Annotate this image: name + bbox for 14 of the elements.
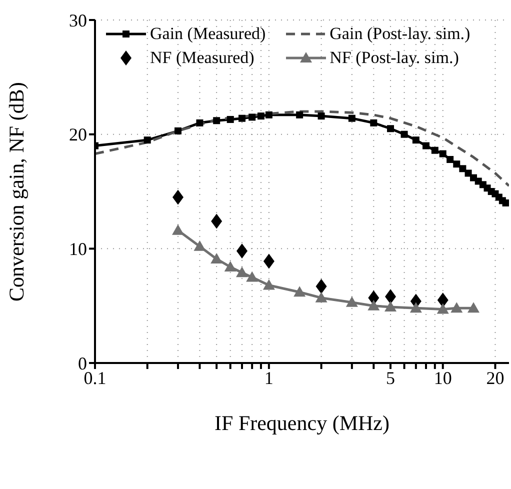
x-tick-label: 5 <box>386 368 396 388</box>
y-axis-title: Conversion gain, NF (dB) <box>4 82 28 302</box>
y-tick-label: 0 <box>78 353 87 374</box>
legend-label: NF (Measured) <box>150 48 254 68</box>
x-tick-label: 1 <box>264 368 274 388</box>
legend-label: Gain (Post-lay. sim.) <box>330 24 470 44</box>
x-axis-title: IF Frequency (MHz) <box>214 410 390 435</box>
y-tick-label: 10 <box>69 239 87 260</box>
y-tick-label: 30 <box>69 10 87 30</box>
x-tick-label: 20 <box>486 368 504 388</box>
x-tick-label: 10 <box>434 368 452 388</box>
legend-label: Gain (Measured) <box>150 24 266 44</box>
legend-label: NF (Post-lay. sim.) <box>330 48 459 68</box>
y-tick-label: 20 <box>69 124 87 145</box>
